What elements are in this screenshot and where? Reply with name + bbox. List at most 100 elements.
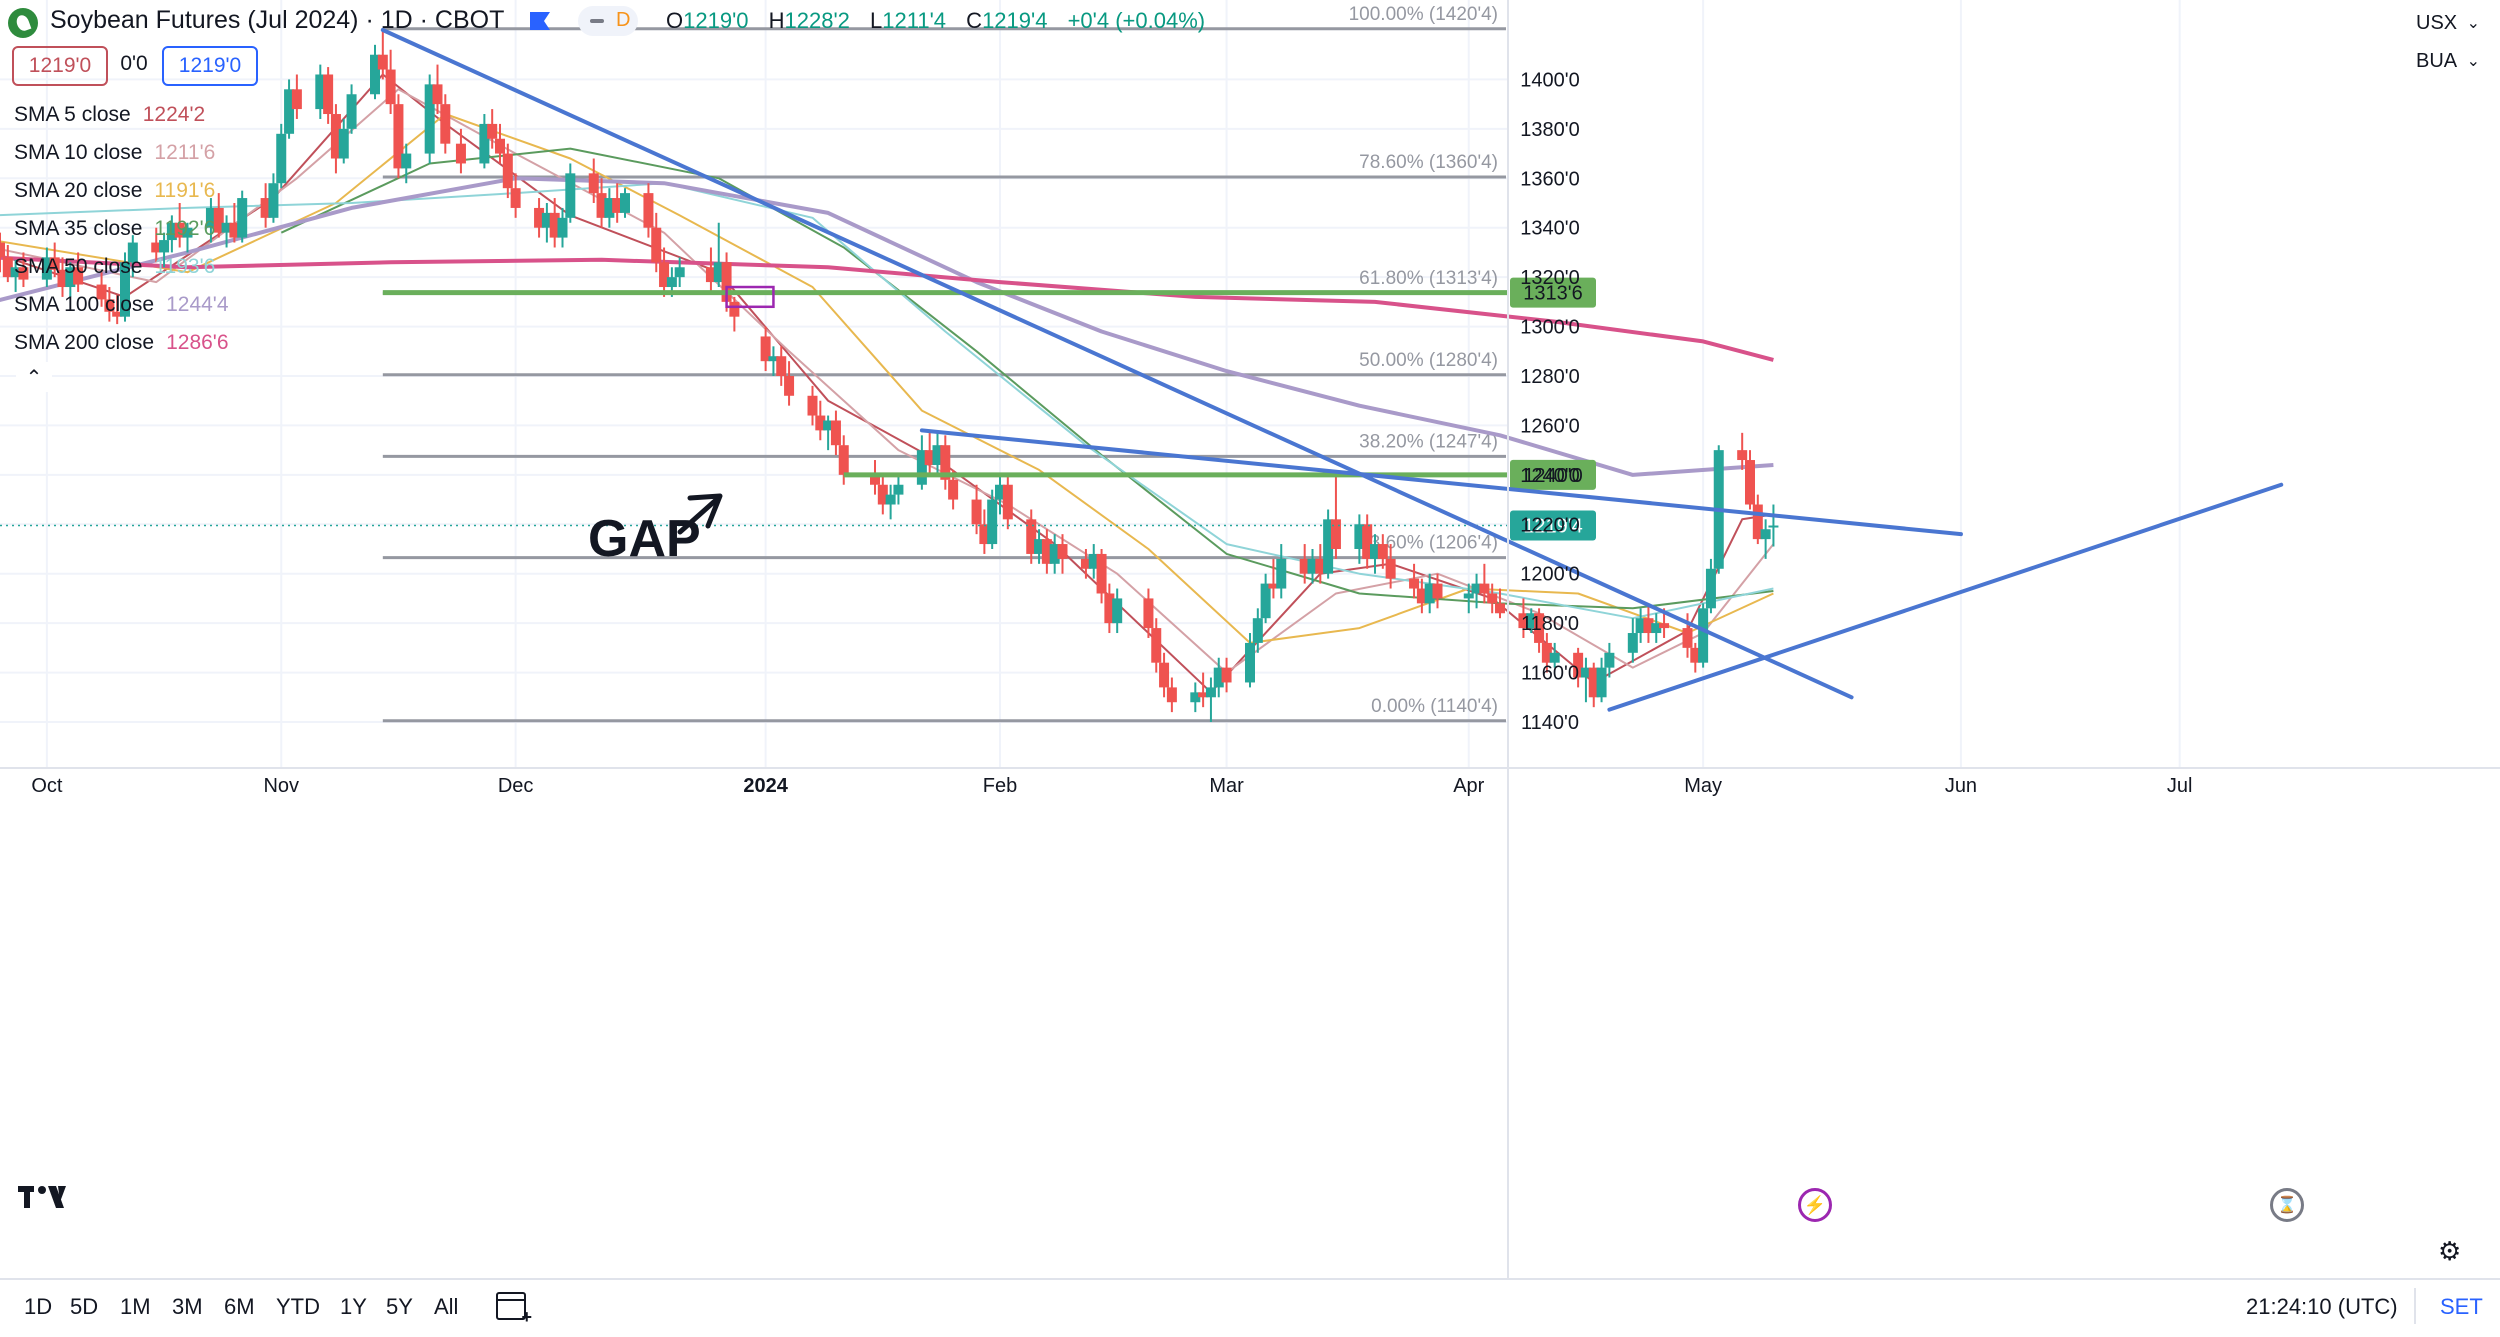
timeframe-5y[interactable]: 5Y bbox=[386, 1294, 413, 1319]
candles-layer bbox=[0, 30, 1779, 722]
legend-row-sma10[interactable]: SMA 10 close 1211'6 bbox=[14, 141, 216, 164]
candle-body bbox=[1604, 652, 1615, 668]
candle-body bbox=[510, 188, 521, 208]
tradingview-logo-icon[interactable] bbox=[18, 1182, 70, 1220]
candle-body bbox=[721, 262, 732, 302]
candle-body bbox=[401, 153, 412, 169]
candle-body bbox=[1627, 633, 1638, 653]
candle-body bbox=[120, 262, 130, 317]
candle-body bbox=[1307, 558, 1318, 574]
settings-button[interactable]: SET bbox=[2440, 1294, 2483, 1319]
candle-body bbox=[1651, 623, 1662, 634]
ohlc-open-key: O bbox=[666, 8, 684, 33]
candle-body bbox=[1370, 544, 1380, 559]
candle-body bbox=[502, 153, 513, 189]
arrow-icon bbox=[677, 497, 719, 535]
candle-body bbox=[596, 193, 607, 218]
timeframe-1d[interactable]: 1D bbox=[24, 1294, 53, 1319]
timeframe-3m[interactable]: 3M bbox=[172, 1294, 203, 1319]
candle-body bbox=[166, 222, 177, 241]
candle-body bbox=[73, 267, 84, 285]
candle-body bbox=[1330, 519, 1341, 549]
price-label-text: 1240'0 bbox=[1523, 465, 1582, 487]
cbot-logo-icon bbox=[8, 8, 38, 38]
ohlc-low-value: 1211'4 bbox=[882, 8, 947, 33]
candle-body bbox=[1705, 568, 1716, 609]
timeframe-1y[interactable]: 1Y bbox=[340, 1294, 367, 1319]
x-tick-label: May bbox=[1684, 775, 1722, 797]
currency-select[interactable]: USX ⌄ bbox=[2416, 11, 2480, 34]
candle-body bbox=[1166, 687, 1177, 703]
trend-line bbox=[919, 428, 1963, 537]
timeframe-ytd[interactable]: YTD bbox=[276, 1294, 320, 1319]
candle-body bbox=[1682, 628, 1693, 648]
symbol-title[interactable]: Soybean Futures (Jul 2024) · 1D · CBOT bbox=[50, 6, 505, 34]
utc-clock[interactable]: 21:24:10 (UTC) bbox=[2246, 1294, 2398, 1319]
legend-row-sma50[interactable]: SMA 50 close 1193'6 bbox=[14, 255, 216, 278]
candle-body bbox=[1362, 524, 1373, 559]
candle-body bbox=[1260, 583, 1271, 619]
candle-body bbox=[221, 222, 232, 233]
legend-row-sma200[interactable]: SMA 200 close 1286'6 bbox=[14, 331, 229, 354]
calendar-icon[interactable] bbox=[496, 1292, 532, 1328]
candle-body bbox=[995, 484, 1005, 500]
legend-row-sma20[interactable]: SMA 20 close 1191'6 bbox=[14, 179, 216, 202]
candle-body bbox=[1268, 583, 1279, 589]
legend-collapse-button[interactable]: ⌃ bbox=[16, 362, 52, 392]
candle-body bbox=[1588, 667, 1599, 698]
fibonacci-level-label: 50.00% (1280'4) bbox=[1359, 350, 1498, 371]
candle-body bbox=[948, 479, 959, 500]
candle-body bbox=[666, 277, 677, 288]
y-tick-label: 1200'0 bbox=[1520, 564, 1579, 586]
gear-icon[interactable]: ⚙ bbox=[2438, 1236, 2462, 1266]
candle-body bbox=[1080, 558, 1091, 569]
moving-average-line bbox=[0, 176, 1774, 477]
candle-body bbox=[1354, 524, 1365, 549]
candle-body bbox=[1409, 578, 1420, 589]
candle-body bbox=[1057, 544, 1068, 559]
ohlc-readout: O1219'0 H1228'2 L1211'4 C1219'4 +0'4 (+0… bbox=[666, 8, 1219, 34]
sell-price-box[interactable]: 1219'0 bbox=[12, 46, 108, 86]
timeframe-all[interactable]: All bbox=[434, 1294, 459, 1319]
candle-body bbox=[1205, 687, 1216, 698]
y-tick-label: 1340'0 bbox=[1520, 218, 1579, 240]
candle-body bbox=[823, 420, 834, 431]
price-label-box bbox=[1510, 277, 1596, 308]
toolbar-divider bbox=[2414, 1288, 2416, 1324]
timeframe-5d[interactable]: 5D bbox=[70, 1294, 99, 1319]
ohlc-open-value: 1219'0 bbox=[683, 8, 749, 33]
legend-row-sma5[interactable]: SMA 5 close 1224'2 bbox=[14, 103, 206, 126]
hourglass-icon[interactable]: ⌛ bbox=[2270, 1188, 2304, 1222]
fibonacci-level-label: 61.80% (1313'4) bbox=[1359, 268, 1498, 289]
flag-icon[interactable] bbox=[530, 12, 550, 30]
timeframe-1m[interactable]: 1M bbox=[120, 1294, 151, 1319]
candle-body bbox=[1518, 613, 1529, 629]
candle-body bbox=[455, 143, 466, 164]
x-tick-label: Oct bbox=[31, 775, 63, 797]
candle-body bbox=[1377, 544, 1388, 559]
data-mode-pill[interactable]: D bbox=[578, 6, 638, 36]
x-tick-label: Feb bbox=[983, 775, 1017, 797]
legend-row-sma100[interactable]: SMA 100 close 1244'4 bbox=[14, 293, 229, 316]
buy-price-box[interactable]: 1219'0 bbox=[162, 46, 258, 86]
candle-body bbox=[1526, 613, 1537, 629]
candle-body bbox=[1088, 553, 1099, 569]
candle-body bbox=[10, 267, 21, 278]
timeframe-6m[interactable]: 6M bbox=[224, 1294, 255, 1319]
candle-body bbox=[1143, 598, 1154, 629]
candle-body bbox=[112, 311, 123, 317]
legend-row-sma35[interactable]: SMA 35 close 1192'6 bbox=[14, 217, 216, 240]
lightning-icon[interactable]: ⚡ bbox=[1798, 1188, 1832, 1222]
candle-body bbox=[237, 198, 248, 238]
candle-body bbox=[1041, 539, 1052, 564]
y-tick-label: 1140'0 bbox=[1521, 712, 1579, 734]
moving-average-line bbox=[0, 255, 1774, 362]
candle-body bbox=[885, 494, 896, 505]
unit-select[interactable]: BUA ⌄ bbox=[2416, 49, 2480, 72]
chevron-down-icon: ⌄ bbox=[2466, 15, 2480, 32]
candle-body bbox=[979, 524, 990, 545]
y-tick-label: 1320'0 bbox=[1520, 267, 1579, 289]
candle-body bbox=[1151, 628, 1162, 663]
